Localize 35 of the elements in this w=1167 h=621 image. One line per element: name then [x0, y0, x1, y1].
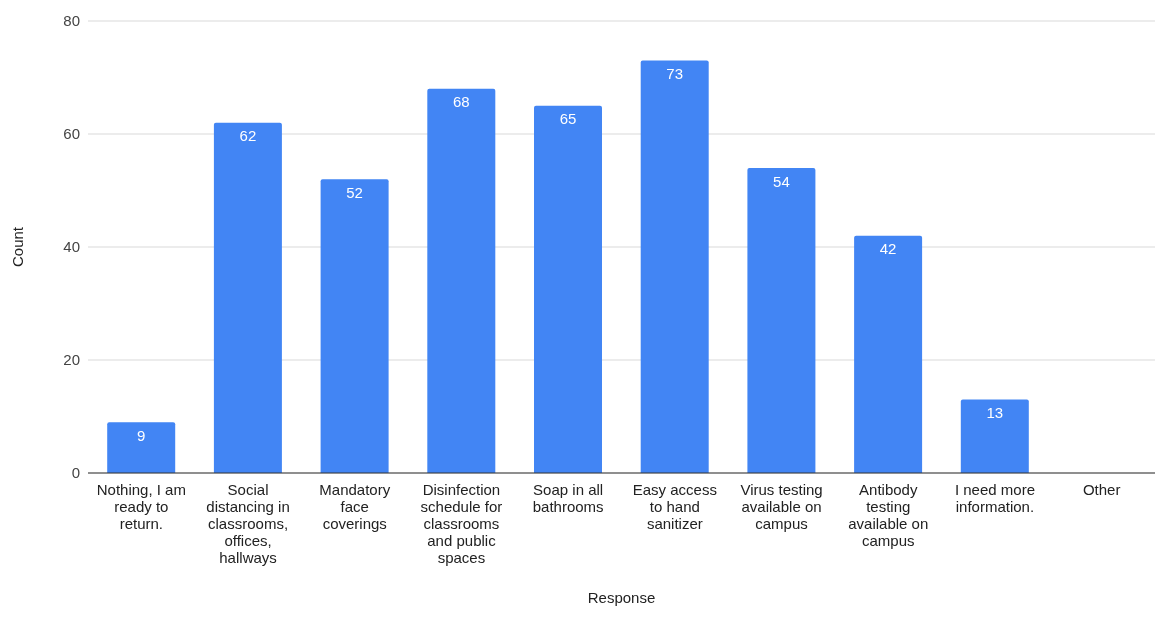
- bar: [747, 167, 816, 473]
- y-tick-label: 20: [63, 351, 80, 369]
- x-tick-label: Other: [1082, 481, 1121, 498]
- data-label: 62: [239, 127, 257, 145]
- data-label: 52: [346, 183, 363, 201]
- x-tick-label: Virus testing available on campus: [740, 481, 823, 532]
- y-tick-label: 40: [63, 238, 80, 256]
- y-tick-label: 80: [63, 12, 80, 30]
- x-tick-label: Nothing, I am ready to return.: [96, 481, 186, 532]
- data-label: 9: [137, 426, 146, 444]
- data-label: 13: [986, 404, 1004, 422]
- data-label: 73: [666, 65, 684, 83]
- x-tick-label: Disinfection schedule for classrooms and public spaces: [420, 481, 503, 566]
- bar: [534, 105, 603, 473]
- x-tick-label: Mandatory face coverings: [319, 481, 391, 532]
- bar: [960, 399, 1029, 473]
- x-axis-title: Response: [587, 589, 656, 606]
- y-tick-label: 60: [63, 125, 80, 143]
- y-tick-label: 0: [71, 464, 80, 482]
- x-tick-label: I need more information.: [954, 481, 1035, 515]
- data-label: 54: [773, 172, 790, 190]
- bar: [427, 88, 496, 473]
- bar: [320, 179, 389, 473]
- bar: [107, 422, 176, 473]
- data-label: 68: [452, 93, 470, 111]
- x-tick-label: Easy access to hand sanitizer: [632, 481, 717, 532]
- x-tick-label: Social distancing in classrooms, offices, hallways: [206, 481, 290, 566]
- bar: [640, 60, 709, 473]
- data-label: 42: [879, 240, 897, 258]
- bar: [213, 122, 282, 473]
- x-tick-label: Antibody testing available on campus: [848, 481, 929, 549]
- y-axis-title: Count: [9, 226, 27, 268]
- bar: [854, 235, 923, 473]
- x-tick-label: Soap in all bathrooms: [532, 481, 604, 515]
- data-label: 65: [559, 110, 577, 128]
